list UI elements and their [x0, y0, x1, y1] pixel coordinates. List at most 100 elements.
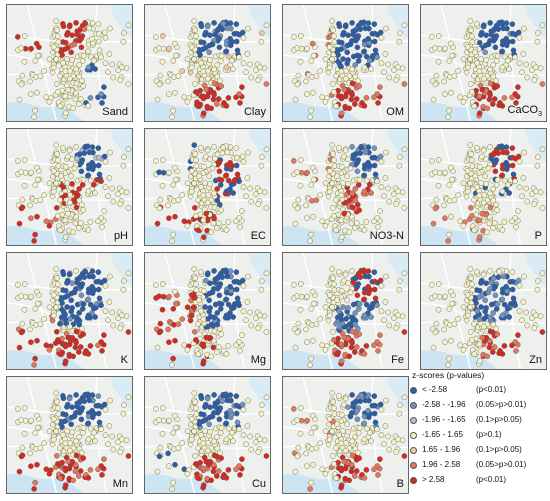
- sample-point: [309, 164, 316, 171]
- sample-point: [391, 439, 397, 445]
- sample-point: [445, 238, 451, 244]
- sample-point: [225, 219, 232, 225]
- sample-point: [472, 49, 478, 55]
- sample-point: [220, 268, 226, 275]
- sample-point: [477, 287, 483, 294]
- sample-point: [73, 314, 79, 321]
- sample-point: [349, 314, 355, 321]
- sample-point: [348, 96, 355, 103]
- sample-point: [153, 406, 159, 412]
- water-area: [111, 5, 132, 38]
- sample-point: [469, 287, 476, 293]
- sample-point: [355, 77, 361, 84]
- sample-point: [239, 456, 245, 462]
- sample-point: [15, 406, 21, 412]
- sample-point: [201, 411, 207, 418]
- sample-point: [19, 320, 26, 327]
- sample-point: [375, 472, 381, 478]
- sample-point: [202, 56, 208, 62]
- sample-point: [383, 397, 389, 404]
- water-area: [283, 474, 360, 493]
- sample-point: [63, 163, 69, 170]
- sample-point: [105, 193, 111, 200]
- sample-point: [352, 101, 358, 107]
- sample-point: [46, 99, 53, 105]
- sample-point: [322, 428, 329, 435]
- sample-point: [381, 441, 387, 448]
- sample-point: [499, 296, 506, 303]
- road: [26, 129, 58, 245]
- sample-point: [179, 192, 186, 198]
- sample-point: [393, 449, 400, 455]
- sample-point: [79, 449, 85, 456]
- sample-point: [55, 213, 61, 219]
- sample-point: [80, 331, 86, 337]
- legend-range: -2.58 - -1.96: [422, 400, 466, 409]
- sample-point: [449, 176, 455, 183]
- sample-point: [510, 154, 516, 161]
- sample-point: [477, 39, 483, 46]
- sample-point: [200, 316, 207, 323]
- sample-point: [32, 355, 38, 362]
- sample-point: [230, 438, 236, 444]
- sample-point: [303, 78, 309, 85]
- sample-point: [361, 48, 368, 55]
- sample-point: [218, 207, 224, 213]
- sample-point: [198, 60, 205, 66]
- sample-point: [349, 80, 356, 87]
- sample-point: [341, 153, 347, 160]
- sample-point: [259, 402, 265, 408]
- sample-point: [537, 189, 544, 196]
- sample-point: [62, 465, 69, 472]
- sample-point: [294, 169, 300, 176]
- basemap: [145, 377, 270, 493]
- sample-point: [123, 437, 130, 444]
- sample-point: [195, 227, 202, 233]
- sample-point: [363, 467, 370, 473]
- sample-point: [65, 334, 72, 341]
- sample-point: [308, 182, 315, 188]
- sample-point: [85, 103, 92, 109]
- basemap: [145, 5, 270, 121]
- sample-point: [372, 402, 378, 409]
- sample-point: [70, 105, 76, 112]
- sample-point: [216, 283, 222, 290]
- sample-point: [184, 347, 191, 353]
- sample-point: [537, 65, 544, 72]
- sample-point: [331, 33, 337, 40]
- panel-label: NO3-N: [370, 230, 404, 242]
- sample-point: [229, 429, 235, 436]
- sample-point: [80, 53, 87, 59]
- sample-point: [73, 328, 80, 335]
- sample-point: [105, 317, 111, 324]
- sample-point: [53, 180, 59, 187]
- sample-point: [208, 477, 214, 484]
- sample-point: [331, 89, 337, 95]
- sample-point: [87, 467, 94, 473]
- sample-point: [34, 337, 40, 344]
- sample-point: [196, 421, 202, 427]
- sample-point: [524, 74, 531, 81]
- sample-point: [21, 182, 28, 189]
- sample-point: [171, 40, 178, 47]
- sample-point: [481, 323, 487, 330]
- sample-point: [361, 475, 368, 481]
- sample-point: [46, 223, 53, 229]
- sample-point: [319, 218, 326, 224]
- sample-point: [442, 169, 448, 176]
- sample-point: [110, 446, 117, 453]
- sample-point: [485, 41, 492, 48]
- sample-point: [341, 277, 347, 284]
- sample-point: [509, 218, 515, 225]
- sample-point: [156, 205, 163, 212]
- sample-point: [85, 172, 92, 179]
- sample-point: [117, 325, 124, 331]
- sample-point: [18, 81, 25, 88]
- sample-point: [352, 434, 358, 440]
- sample-point: [484, 105, 490, 112]
- sample-point: [181, 94, 188, 100]
- sample-point: [50, 64, 57, 71]
- sample-point: [223, 172, 230, 179]
- road: [95, 129, 108, 245]
- sample-point: [102, 432, 109, 439]
